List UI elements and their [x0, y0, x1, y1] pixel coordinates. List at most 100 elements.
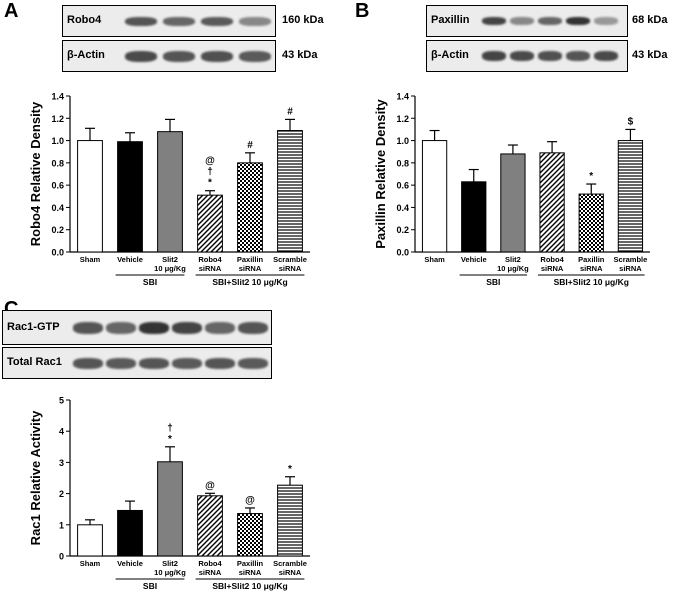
group-label: SBI — [143, 277, 157, 287]
blot-band — [163, 16, 195, 26]
blot-band — [510, 51, 534, 61]
blot-band — [482, 51, 506, 61]
y-tick-label: 0.2 — [396, 225, 409, 235]
significance-marker: † — [167, 423, 173, 434]
blot-band — [106, 357, 136, 369]
category-label: siRNA — [239, 264, 262, 273]
blot-band — [201, 16, 233, 26]
category-label: 10 μg/Kg — [497, 264, 529, 273]
blot-band — [172, 357, 202, 369]
actin-western-blot-a: β-Actin — [62, 40, 276, 72]
blot-label-total-rac1: Total Rac1 — [7, 356, 62, 368]
category-label: Slit2 — [162, 559, 178, 568]
blot-band — [238, 357, 268, 369]
rac1-bar-chart: 0 1 2 3 4 5 Rac1 Relative Activity Sham Vehicle †… — [28, 396, 310, 591]
paxillin-bar-chart: 0.0 0.2 0.4 0.6 0.8 1.0 1.2 1.4 Paxillin Relativ… — [373, 92, 650, 287]
bar — [277, 130, 303, 253]
category-label: Robo4 — [198, 559, 222, 568]
category-label: Slit2 — [162, 255, 178, 264]
category-label: Robo4 — [198, 255, 222, 264]
blot-band — [566, 17, 590, 25]
category-label: Sham — [424, 255, 445, 264]
y-tick-label: 1.0 — [51, 136, 64, 146]
kda-label-robo4: 160 kDa — [282, 14, 324, 26]
category-label: Paxillin — [237, 559, 264, 568]
blot-band — [205, 357, 235, 369]
category-label: Scramble — [273, 255, 307, 264]
significance-marker: * — [168, 434, 172, 445]
blot-band — [73, 321, 103, 334]
actin-western-blot-b: β-Actin — [426, 40, 628, 72]
blot-label-actin-a: β-Actin — [67, 49, 105, 61]
significance-marker: @ — [245, 495, 255, 506]
y-tick-label: 5 — [59, 396, 64, 406]
bar — [77, 140, 103, 253]
y-tick-label: 2 — [59, 489, 64, 499]
blot-band — [510, 17, 534, 25]
blot-band — [125, 16, 157, 26]
category-label: Paxillin — [578, 255, 605, 264]
category-label: Slit2 — [505, 255, 521, 264]
bar — [277, 484, 303, 557]
y-tick-label: 0.4 — [51, 203, 64, 213]
y-axis-label: Paxillin Relative Density — [373, 98, 388, 248]
category-label: siRNA — [239, 568, 262, 577]
category-label: siRNA — [541, 264, 564, 273]
y-tick-label: 0.0 — [396, 248, 409, 258]
category-label: Vehicle — [461, 255, 487, 264]
significance-marker: † — [207, 167, 213, 178]
y-axis-label: Rac1 Relative Activity — [28, 410, 43, 545]
blot-band — [239, 16, 271, 26]
blot-band — [172, 321, 202, 334]
y-tick-label: 0.2 — [51, 225, 64, 235]
blot-band — [106, 321, 136, 334]
group-label: SBI+Slit2 10 μg/Kg — [554, 277, 629, 287]
blot-band — [125, 50, 157, 62]
blot-label-robo4: Robo4 — [67, 14, 102, 26]
panel-letter-a: A — [4, 0, 19, 22]
significance-marker: * — [589, 171, 593, 182]
blot-band — [239, 50, 271, 62]
significance-marker: * — [208, 178, 212, 189]
kda-label-actin-a: 43 kDa — [282, 49, 318, 61]
category-label: Vehicle — [117, 559, 143, 568]
robo4-bar-chart: 0.0 0.2 0.4 0.6 0.8 1.0 1.2 1.4 Robo4 Relative D… — [28, 92, 310, 287]
blot-band — [201, 50, 233, 62]
significance-marker: @ — [205, 156, 215, 167]
bar — [77, 524, 103, 557]
y-tick-label: 1.2 — [51, 114, 64, 124]
y-tick-label: 1.0 — [396, 136, 409, 146]
category-label: 10 μg/Kg — [154, 568, 186, 577]
blot-band — [594, 17, 618, 25]
blot-band — [538, 17, 562, 25]
bar — [197, 194, 223, 253]
category-label: Scramble — [273, 559, 307, 568]
category-label: siRNA — [580, 264, 603, 273]
y-tick-label: 0.0 — [51, 248, 64, 258]
blot-band — [139, 357, 169, 369]
significance-marker: * — [288, 464, 292, 475]
bar — [578, 193, 604, 253]
bar — [157, 131, 183, 253]
blot-band — [73, 357, 103, 369]
total-rac1-western-blot: Total Rac1 — [2, 347, 272, 379]
blot-band — [482, 17, 506, 25]
y-tick-label: 3 — [59, 458, 64, 468]
rac1-gtp-western-blot: Rac1-GTP — [2, 310, 272, 345]
category-label: siRNA — [279, 568, 302, 577]
y-tick-label: 1.2 — [396, 114, 409, 124]
blot-label-actin-b: β-Actin — [431, 49, 469, 61]
blot-band — [594, 51, 618, 61]
significance-marker: # — [247, 140, 253, 151]
group-label: SBI — [143, 581, 157, 591]
category-label: siRNA — [619, 264, 642, 273]
y-tick-label: 0.4 — [396, 203, 409, 213]
blot-band — [238, 321, 268, 334]
kda-label-actin-b: 43 kDa — [632, 49, 668, 61]
bar — [157, 461, 183, 557]
panel-letter-b: B — [355, 0, 370, 22]
group-label: SBI — [486, 277, 500, 287]
y-tick-label: 0.8 — [51, 158, 64, 168]
category-label: Scramble — [614, 255, 648, 264]
blot-band — [163, 50, 195, 62]
